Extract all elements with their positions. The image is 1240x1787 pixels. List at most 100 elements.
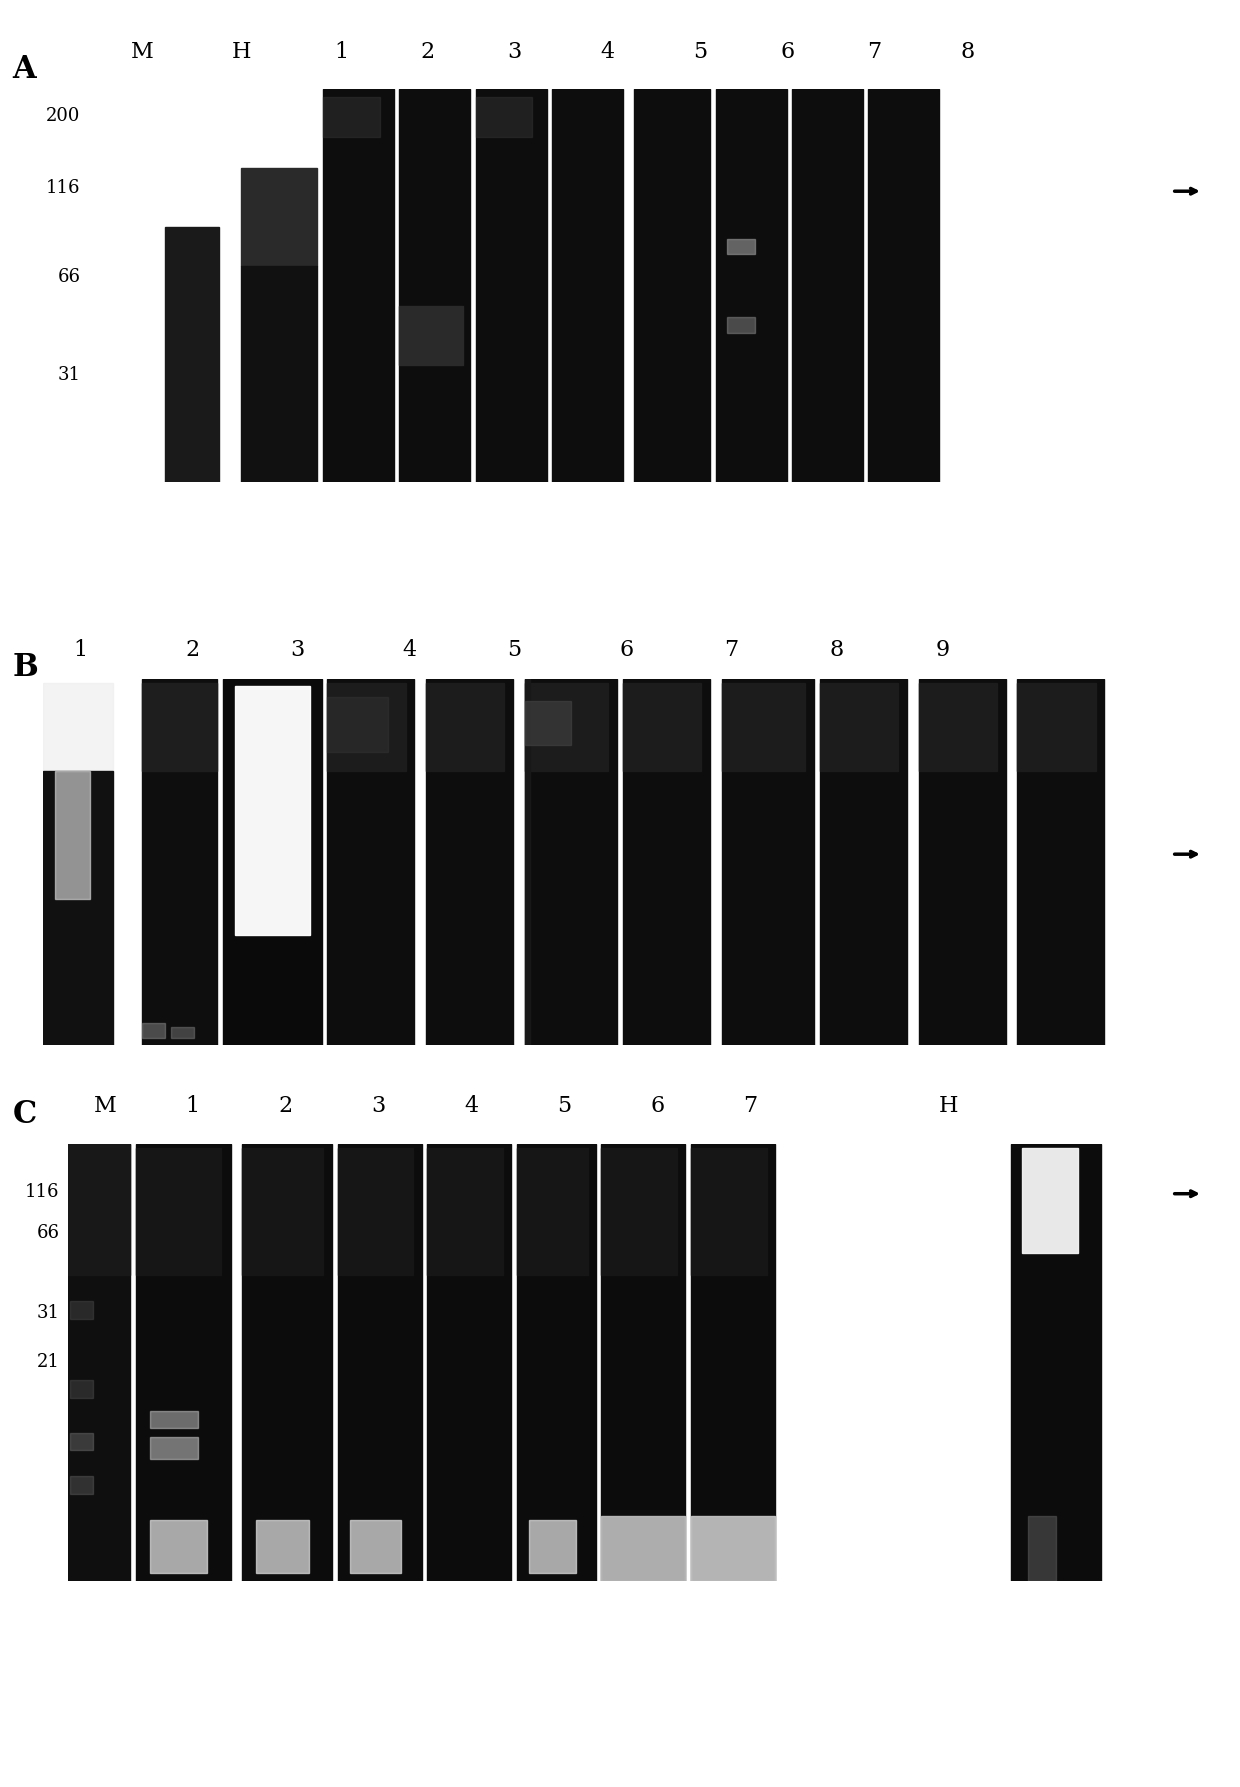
Bar [150, 1437, 197, 1458]
Bar [135, 1144, 231, 1581]
Bar [141, 679, 217, 1045]
Text: H: H [939, 1095, 959, 1117]
Bar [624, 683, 702, 770]
Bar [71, 1301, 93, 1319]
Text: 8: 8 [830, 640, 844, 661]
Bar [135, 1147, 222, 1276]
Bar [322, 96, 379, 136]
Text: 3: 3 [290, 640, 305, 661]
Bar [241, 96, 317, 168]
Text: 4: 4 [600, 41, 615, 63]
Text: 2: 2 [420, 41, 435, 63]
Bar [476, 96, 532, 136]
Bar [820, 679, 908, 1045]
Bar [428, 1144, 511, 1581]
Text: 66: 66 [57, 268, 81, 286]
Text: 116: 116 [25, 1183, 60, 1201]
Bar [427, 679, 513, 1045]
Bar [601, 1147, 677, 1276]
Text: 3: 3 [507, 41, 522, 63]
Bar [715, 89, 786, 482]
Bar [722, 679, 815, 1045]
Text: M: M [94, 1095, 117, 1117]
Text: 8: 8 [960, 41, 975, 63]
Bar [71, 1380, 93, 1397]
Bar [428, 1147, 503, 1276]
Text: 7: 7 [867, 41, 882, 63]
Text: H: H [232, 41, 252, 63]
Bar [476, 89, 547, 482]
Text: 4: 4 [402, 640, 417, 661]
Text: C: C [12, 1099, 37, 1129]
Bar [727, 239, 755, 254]
Bar [141, 1024, 165, 1038]
Text: 5: 5 [507, 640, 522, 661]
Text: 6: 6 [650, 1095, 665, 1117]
Bar [691, 1515, 775, 1581]
Bar [517, 1144, 595, 1581]
Bar [350, 1521, 401, 1573]
Bar [868, 89, 940, 482]
Text: 2: 2 [185, 640, 200, 661]
Bar [68, 1144, 130, 1581]
Bar [1017, 679, 1105, 1045]
Bar [1017, 683, 1096, 770]
Bar [150, 1521, 207, 1573]
Bar [141, 683, 217, 770]
Text: 5: 5 [557, 1095, 572, 1117]
Bar [1028, 1515, 1055, 1581]
Text: 2: 2 [278, 1095, 293, 1117]
Text: 7: 7 [743, 1095, 758, 1117]
Text: 6: 6 [780, 41, 795, 63]
Bar [327, 697, 388, 752]
Bar [722, 683, 805, 770]
Bar [71, 1433, 93, 1451]
Bar [601, 1144, 686, 1581]
Text: 9: 9 [935, 640, 950, 661]
Text: 1: 1 [334, 41, 348, 63]
Bar [820, 683, 899, 770]
Text: 200: 200 [46, 107, 81, 125]
Bar [634, 89, 711, 482]
Bar [242, 1147, 322, 1276]
Bar [242, 1144, 332, 1581]
Bar [150, 1410, 197, 1428]
Text: 21: 21 [37, 1353, 60, 1371]
Bar [255, 1521, 310, 1573]
Bar [601, 1515, 686, 1581]
Bar [43, 770, 113, 1045]
Text: 31: 31 [36, 1305, 60, 1322]
Bar [691, 1144, 775, 1581]
Bar [529, 1521, 577, 1573]
Text: 6: 6 [619, 640, 634, 661]
Text: M: M [131, 41, 154, 63]
Text: 116: 116 [46, 179, 81, 197]
Text: 3: 3 [371, 1095, 386, 1117]
Bar [624, 679, 711, 1045]
Bar [241, 168, 317, 266]
Bar [322, 89, 394, 482]
Bar [399, 306, 463, 365]
Bar [337, 1147, 413, 1276]
Bar [71, 1476, 93, 1494]
Bar [919, 679, 1006, 1045]
Bar [337, 1144, 422, 1581]
Text: A: A [12, 54, 36, 84]
Bar [165, 227, 219, 482]
Bar [234, 686, 310, 936]
Bar [68, 1144, 130, 1276]
Bar [327, 683, 405, 770]
Bar [691, 1147, 766, 1276]
Text: 5: 5 [693, 41, 708, 63]
Bar [1011, 1144, 1101, 1581]
Bar [552, 89, 622, 482]
Text: B: B [12, 652, 38, 683]
Bar [517, 1147, 588, 1276]
Bar [525, 679, 531, 1045]
Bar [171, 1028, 195, 1038]
Bar [525, 683, 608, 770]
Bar [727, 318, 755, 332]
Text: 4: 4 [464, 1095, 479, 1117]
Bar [399, 89, 470, 482]
Bar [1022, 1147, 1079, 1253]
